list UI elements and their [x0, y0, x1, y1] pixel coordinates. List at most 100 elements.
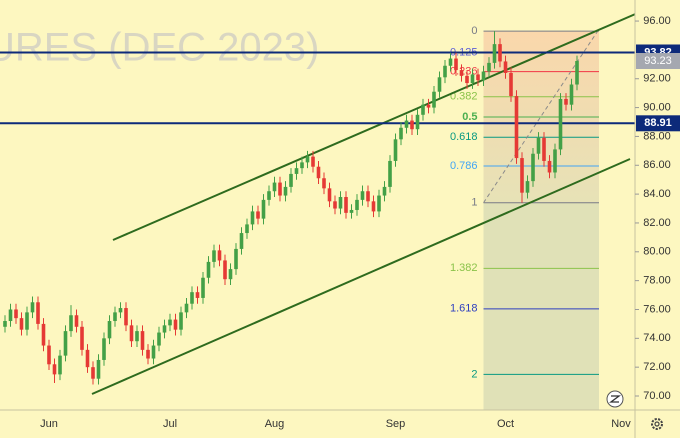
fib-level-label: 1 [471, 197, 477, 209]
watermark: URES (DEC 2023) [0, 26, 319, 70]
candle-body [261, 199, 266, 219]
candle-body [360, 191, 365, 200]
candle-body [410, 120, 414, 130]
y-tick-label: 72.00 [643, 361, 671, 373]
candle-body [129, 325, 134, 342]
candle-body [124, 308, 128, 326]
price-line-layer [0, 51, 635, 125]
candle-body [404, 120, 409, 128]
candle-body [316, 166, 321, 179]
y-tick-label: 78.00 [643, 275, 671, 287]
candle-body [80, 326, 84, 350]
y-tick-label: 88.00 [643, 130, 671, 142]
candle-body [415, 114, 420, 130]
candle-body [476, 74, 480, 81]
candle-body [234, 248, 238, 270]
candle-body [250, 211, 255, 225]
candle-body [437, 77, 442, 92]
candle-body [536, 137, 541, 154]
y-tick-label: 76.00 [643, 303, 671, 315]
candle-body [179, 312, 183, 330]
candle-body [432, 91, 436, 108]
y-tick-label: 86.00 [643, 159, 671, 171]
candle-body [349, 209, 354, 213]
candle-body [371, 201, 376, 212]
settings-button[interactable] [651, 418, 663, 430]
fib-level-label: 0.618 [450, 131, 478, 143]
candle-body [195, 292, 200, 298]
candle-body [36, 302, 40, 324]
candle-body [283, 186, 288, 196]
candle-body [184, 303, 189, 313]
x-tick-label: Sep [386, 418, 406, 430]
candle-body [344, 196, 348, 213]
candle-body [305, 156, 310, 163]
candle-body [487, 62, 491, 72]
candle-body [338, 196, 343, 209]
candle-body [366, 191, 370, 202]
candle-body [377, 195, 381, 212]
candle-body [107, 321, 112, 339]
candle-body [162, 325, 167, 333]
y-tick-label: 96.00 [643, 15, 671, 27]
candle-body [300, 162, 304, 169]
fib-level-label: 0.5 [462, 111, 477, 123]
candle-body [63, 331, 68, 356]
candle-body [470, 74, 475, 84]
fib-layer: 00.1250.2360.3820.50.6180.78611.3821.618… [450, 25, 600, 410]
candle-body [41, 323, 46, 346]
x-tick-label: Nov [611, 418, 631, 430]
candle-body [294, 168, 299, 174]
candle-body [426, 104, 431, 108]
fib-level-label: 0.382 [450, 91, 478, 103]
candle-body [481, 71, 486, 81]
y-tick-label: 92.00 [643, 73, 671, 85]
y-tick-label: 80.00 [643, 246, 671, 258]
candle-body [498, 44, 502, 62]
candle-body [531, 153, 535, 182]
candle-body [520, 158, 524, 193]
candle-body [8, 309, 13, 322]
candle-body [465, 75, 469, 84]
fib-level-label: 0 [471, 25, 477, 37]
candle-body [223, 260, 227, 280]
candle-body [564, 98, 568, 105]
candle-body [492, 44, 497, 63]
channel-upper [112, 13, 635, 241]
candle-body [355, 199, 359, 210]
candle-body [102, 338, 106, 360]
candle-body [569, 84, 574, 105]
candle-body [206, 261, 211, 278]
axes: 96.00 92.00 90.00 88.00 86.00 84.00 82.00 80.00… [40, 15, 680, 430]
candle-body [25, 312, 29, 330]
plot-area: URES (DEC 2023) 00.1250.2360.3820.50.618… [0, 13, 635, 410]
candle-body [140, 331, 145, 350]
y-tick-label: 82.00 [643, 217, 671, 229]
fib-zone [483, 202, 599, 410]
candle-body [311, 156, 315, 167]
candle-body [459, 70, 464, 76]
channel-lower [91, 158, 631, 395]
candle-body [212, 250, 216, 262]
candle-body [3, 321, 7, 327]
candle-body [503, 61, 508, 73]
candle-body [74, 315, 79, 327]
candle-body [322, 178, 326, 189]
fib-level-label: 2 [471, 368, 477, 380]
x-tick-label: Aug [265, 418, 285, 430]
candle-body [525, 181, 530, 193]
auto-scale-button[interactable] [606, 390, 624, 408]
candle-body [239, 233, 244, 249]
y-tick-label: 90.00 [643, 101, 671, 113]
candle-body [52, 364, 57, 375]
x-tick-label: Jun [40, 418, 58, 430]
candle-body [91, 367, 95, 379]
candle-body [399, 127, 403, 140]
candle-body [173, 319, 178, 330]
candle-body [509, 72, 513, 97]
fib-level-label: 0.786 [450, 160, 478, 172]
y-tick-label: 84.00 [643, 188, 671, 200]
candle-body [547, 160, 552, 173]
